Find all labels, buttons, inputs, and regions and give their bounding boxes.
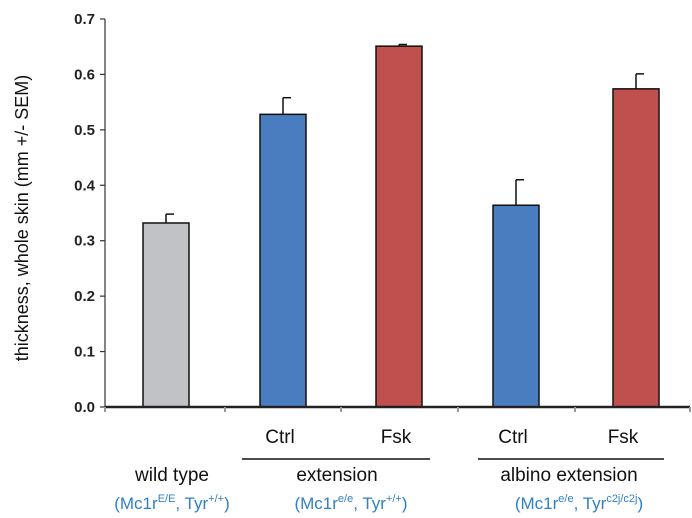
y-tick-label: 0.5 xyxy=(74,122,95,139)
y-tick-label: 0.0 xyxy=(74,399,95,416)
y-tick-label: 0.4 xyxy=(74,177,96,194)
bar xyxy=(492,204,540,408)
group-label-albino-extension: albino extension xyxy=(500,465,637,486)
bar xyxy=(375,45,423,408)
genotype-wild-type: (Mc1rE/E, Tyr+/+) xyxy=(114,493,230,513)
category-label-fsk-albino: Fsk xyxy=(608,427,639,448)
y-axis-label: thickness, whole skin (mm +/- SEM) xyxy=(12,75,32,362)
group-label-extension: extension xyxy=(296,465,377,486)
bars xyxy=(142,43,660,408)
category-label-ctrl-extension: Ctrl xyxy=(265,427,295,448)
bar xyxy=(259,113,307,408)
y-tick-label: 0.3 xyxy=(74,233,95,250)
genotype-extension: (Mc1re/e, Tyr+/+) xyxy=(294,493,407,513)
group-label-wild-type: wild type xyxy=(134,465,209,486)
bar xyxy=(612,88,660,408)
y-axis-ticks: 0.0 0.1 0.2 0.3 0.4 0.5 0.6 0.7 xyxy=(74,11,106,416)
category-label-ctrl-albino: Ctrl xyxy=(498,427,528,448)
genotype-albino-extension: (Mc1re/e, Tyrc2j/c2j) xyxy=(515,493,643,513)
y-tick-label: 0.7 xyxy=(74,11,95,28)
bar xyxy=(142,222,190,408)
y-tick-label: 0.1 xyxy=(74,344,95,361)
category-label-fsk-extension: Fsk xyxy=(381,427,412,448)
x-axis xyxy=(104,405,691,412)
y-tick-label: 0.6 xyxy=(74,66,95,83)
y-tick-label: 0.2 xyxy=(74,288,95,305)
